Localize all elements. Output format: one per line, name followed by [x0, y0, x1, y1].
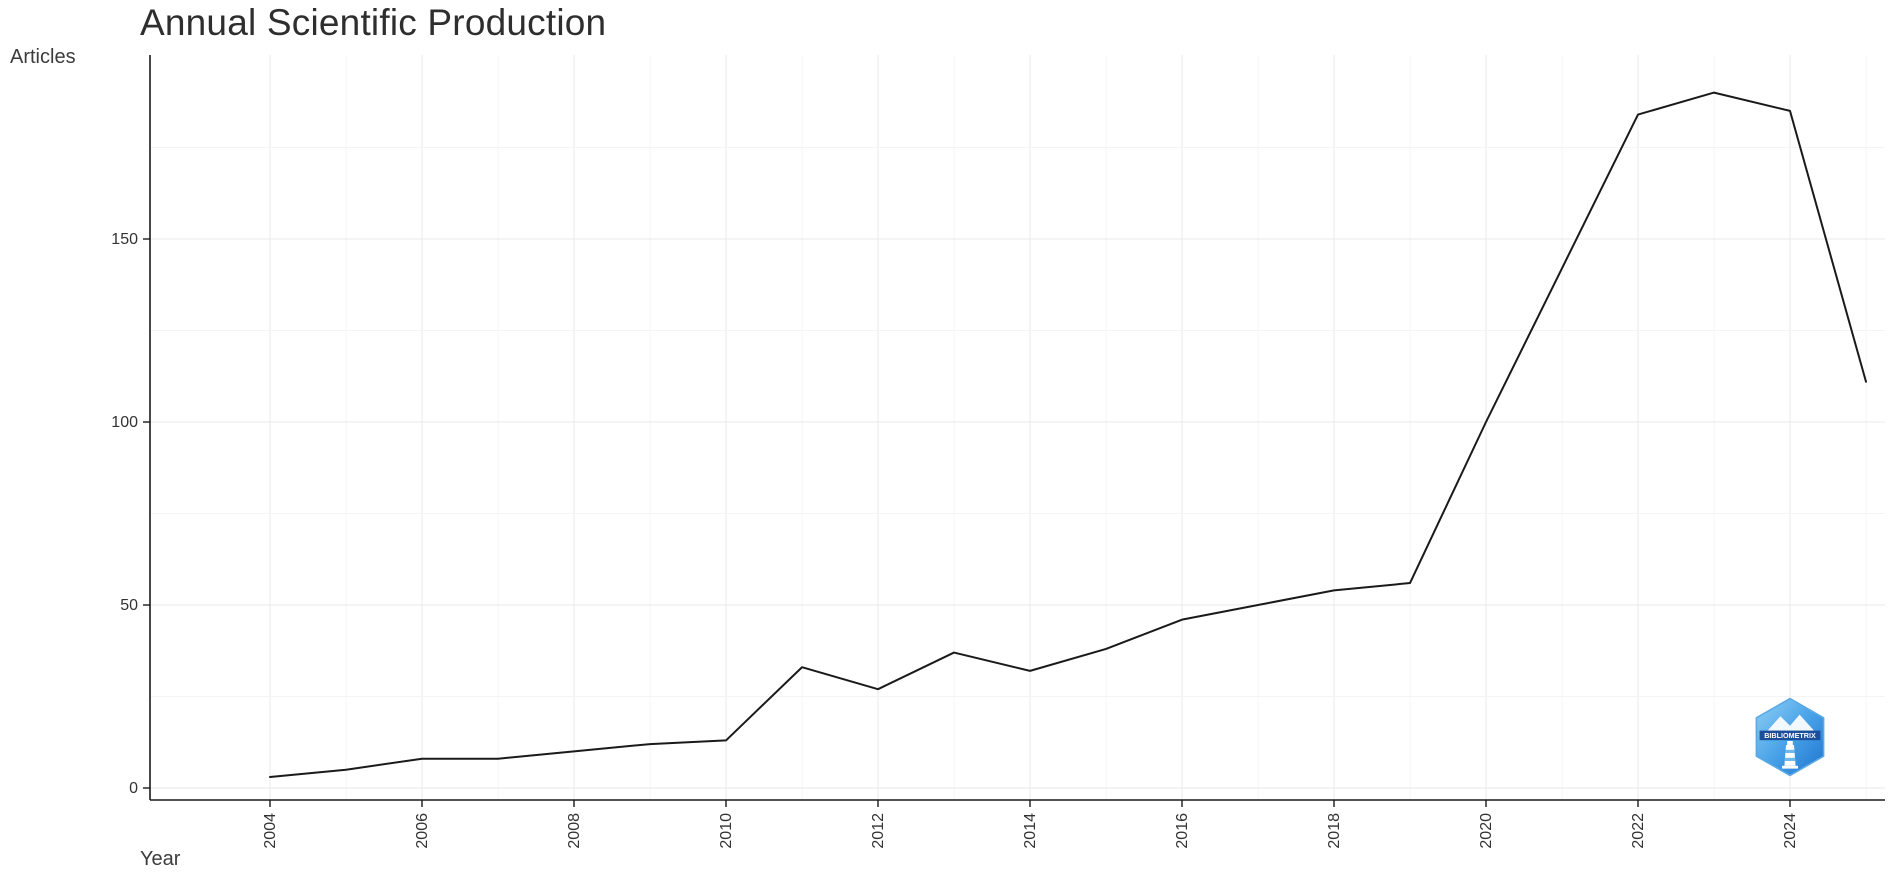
y-tick-label: 50	[120, 597, 138, 614]
x-tick-label: 2024	[1782, 813, 1799, 849]
x-tick-label: 2012	[870, 813, 887, 849]
x-tick-label: 2006	[414, 813, 431, 849]
x-tick-label: 2014	[1022, 813, 1039, 849]
logo-lighthouse-tower	[1784, 745, 1796, 766]
x-tick-labels: 2004 2006 2008 2010 2012 2014 2016 2018 2020 2022…	[262, 800, 1799, 849]
gridlines	[150, 55, 1885, 800]
x-tick-label: 2018	[1326, 813, 1343, 849]
chart-title: Annual Scientific Production	[140, 2, 607, 43]
x-tick-label: 2008	[566, 813, 583, 849]
x-tick-label: 2020	[1478, 813, 1495, 849]
x-tick-label: 2016	[1174, 813, 1191, 849]
y-axis-title: Articles	[10, 46, 76, 68]
logo-lighthouse-base	[1782, 765, 1798, 769]
logo-text: BIBLIOMETRIX	[1764, 731, 1816, 740]
x-tick-label: 2010	[718, 813, 735, 849]
logo-lighthouse-stripe-1	[1785, 749, 1795, 753]
y-tick-label: 100	[111, 414, 138, 431]
bibliometrix-logo-graphic: BIBLIOMETRIX	[1755, 697, 1825, 777]
bibliometrix-logo: BIBLIOMETRIX	[1750, 696, 1830, 778]
x-axis-title: Year	[140, 848, 181, 870]
axes	[149, 55, 1885, 801]
logo-text-band	[1759, 730, 1821, 741]
x-tick-label: 2022	[1630, 813, 1647, 849]
y-tick-label: 0	[129, 780, 138, 797]
articles-line-series	[269, 91, 1867, 779]
x-tick-label: 2004	[262, 813, 279, 849]
y-tick-label: 150	[111, 231, 138, 248]
y-tick-labels: 0 50 100 150	[111, 231, 150, 797]
logo-lighthouse-stripe-2	[1784, 757, 1796, 761]
logo-mountains	[1767, 714, 1814, 731]
logo-lighthouse-lamp	[1787, 741, 1793, 745]
